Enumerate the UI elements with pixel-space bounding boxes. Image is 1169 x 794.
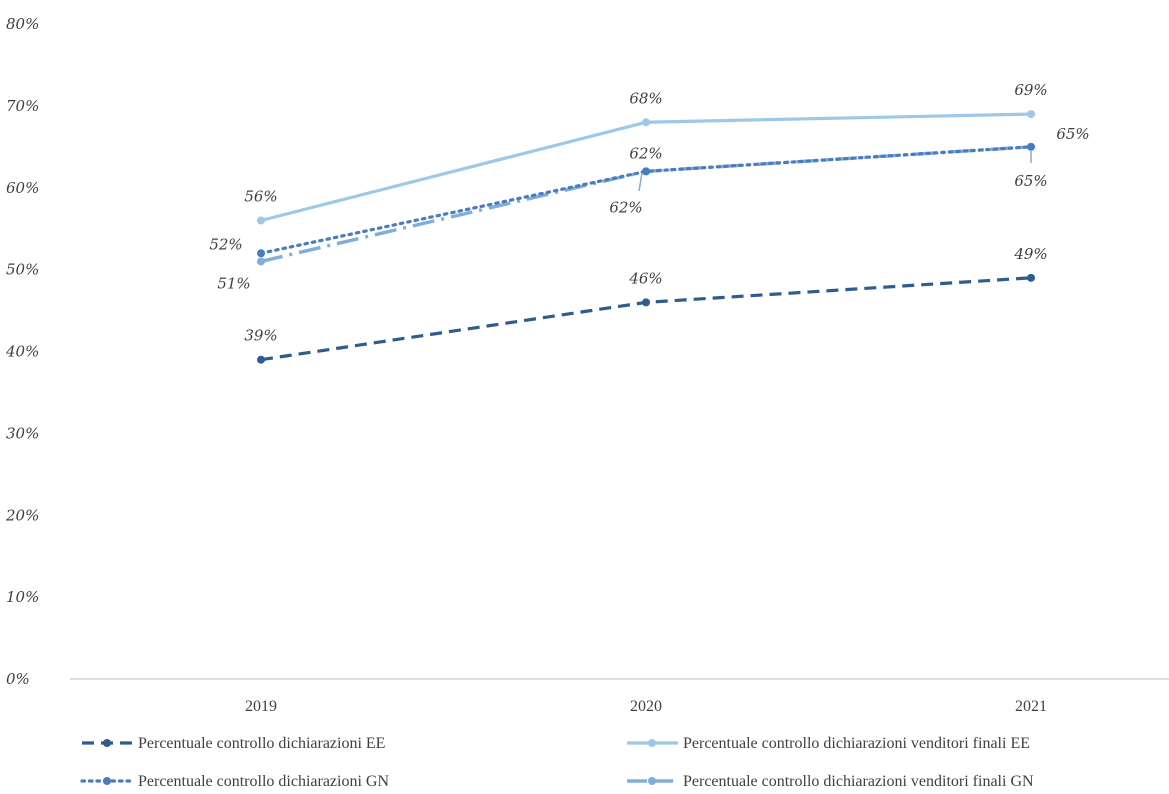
legend-label: Percentuale controllo dichiarazioni vend…	[683, 773, 1034, 790]
data-label: 69%	[1014, 81, 1047, 99]
data-label: 56%	[244, 188, 277, 206]
legend-item: Percentuale controllo dichiarazioni GN	[80, 773, 389, 790]
y-tick-label: 30%	[6, 424, 39, 442]
data-label: 65%	[1014, 172, 1047, 190]
x-tick-label: 2019	[245, 698, 277, 715]
data-point	[257, 216, 265, 225]
legend-item: Percentuale controllo dichiarazioni vend…	[627, 735, 1030, 752]
y-tick-label: 60%	[6, 179, 39, 197]
y-tick-label: 20%	[5, 506, 39, 524]
y-tick-label: 70%	[6, 97, 39, 115]
x-tick-label: 2021	[1015, 698, 1047, 715]
legend-item: Percentuale controllo dichiarazioni vend…	[627, 773, 1034, 790]
series-2	[257, 110, 1035, 225]
data-point	[642, 298, 650, 307]
data-label: 51%	[217, 274, 250, 292]
data-label: 49%	[1013, 245, 1047, 263]
y-tick-label: 10%	[6, 588, 39, 606]
y-tick-label: 50%	[6, 261, 39, 279]
data-point	[1027, 273, 1035, 282]
legend-swatch-marker	[648, 739, 656, 747]
data-label: 52%	[209, 235, 242, 253]
series-lines	[257, 110, 1035, 364]
data-point	[257, 355, 265, 364]
data-label: 65%	[1056, 125, 1089, 143]
data-point	[1027, 142, 1035, 151]
legend-swatch-marker	[103, 777, 111, 785]
legend-swatch-marker	[103, 739, 111, 747]
data-point	[642, 118, 650, 127]
legend-swatch-marker	[648, 777, 656, 785]
y-axis: 0% 10% 20% 30% 40% 50% 60% 70% 80%	[5, 15, 39, 688]
data-label: 39%	[244, 327, 277, 345]
series-line	[259, 145, 1033, 255]
y-tick-label: 40%	[5, 343, 39, 361]
data-labels: 39% 46% 49% 56% 68% 69% 52% 62% 65% 51% 62% 65%	[209, 81, 1089, 345]
data-point	[1027, 110, 1035, 119]
x-axis: 2019 2020 2021	[245, 698, 1047, 715]
legend-item: Percentuale controllo dichiarazioni EE	[82, 735, 385, 752]
x-tick-label: 2020	[630, 698, 662, 715]
series-line	[260, 276, 1032, 362]
data-label: 62%	[609, 198, 642, 216]
data-label: 68%	[629, 89, 662, 107]
data-label: 62%	[629, 144, 662, 162]
data-point	[257, 257, 265, 266]
series-1	[257, 273, 1035, 364]
legend-label: Percentuale controllo dichiarazioni vend…	[683, 735, 1030, 752]
series-line	[260, 145, 1032, 264]
series-3	[257, 142, 1035, 258]
y-tick-label: 0%	[6, 670, 30, 688]
data-point	[257, 249, 265, 258]
legend-label: Percentuale controllo dichiarazioni GN	[138, 773, 389, 790]
series-line	[260, 112, 1032, 223]
data-point	[642, 167, 650, 176]
label-leader-line	[638, 172, 643, 192]
data-label: 46%	[628, 269, 662, 287]
legend-label: Percentuale controllo dichiarazioni EE	[138, 735, 385, 752]
legend: Percentuale controllo dichiarazioni EE Pe…	[80, 735, 1034, 790]
y-tick-label: 80%	[6, 15, 39, 33]
